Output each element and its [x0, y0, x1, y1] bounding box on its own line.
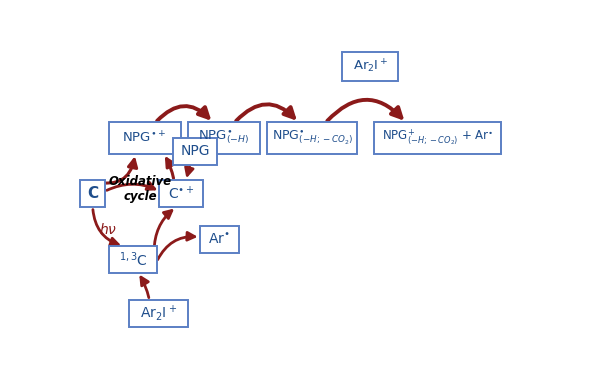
Text: NPG: NPG	[180, 144, 210, 158]
FancyBboxPatch shape	[80, 180, 105, 207]
FancyBboxPatch shape	[129, 300, 188, 327]
Text: Ar$_2$I$^+$: Ar$_2$I$^+$	[140, 303, 177, 323]
FancyBboxPatch shape	[188, 122, 260, 154]
Text: NPG$^{\bullet+}$: NPG$^{\bullet+}$	[122, 130, 167, 146]
FancyBboxPatch shape	[374, 122, 502, 154]
Text: Ar$_2$I$^+$: Ar$_2$I$^+$	[353, 58, 388, 75]
Text: C: C	[87, 186, 98, 202]
Text: Ar$^{\bullet}$: Ar$^{\bullet}$	[208, 233, 230, 247]
FancyBboxPatch shape	[200, 226, 239, 253]
Text: C$^{\bullet+}$: C$^{\bullet+}$	[167, 185, 194, 203]
FancyBboxPatch shape	[267, 122, 357, 154]
FancyBboxPatch shape	[109, 122, 181, 154]
FancyBboxPatch shape	[159, 180, 203, 207]
Text: NPG$_{(-H;-CO_2)}^{+}$ + Ar$^{\bullet}$: NPG$_{(-H;-CO_2)}^{+}$ + Ar$^{\bullet}$	[382, 128, 494, 148]
FancyBboxPatch shape	[173, 138, 217, 165]
FancyBboxPatch shape	[109, 246, 157, 273]
Text: $h\nu$: $h\nu$	[100, 222, 118, 237]
FancyBboxPatch shape	[343, 51, 398, 81]
Text: Oxidative
cycle: Oxidative cycle	[109, 176, 172, 203]
Text: NPG$_{(-H)}^{\bullet}$: NPG$_{(-H)}^{\bullet}$	[198, 129, 250, 147]
Text: NPG$_{(-H;-CO_2)}^{\bullet}$: NPG$_{(-H;-CO_2)}^{\bullet}$	[272, 129, 353, 147]
Text: $^{1,3}$C: $^{1,3}$C	[119, 250, 148, 269]
